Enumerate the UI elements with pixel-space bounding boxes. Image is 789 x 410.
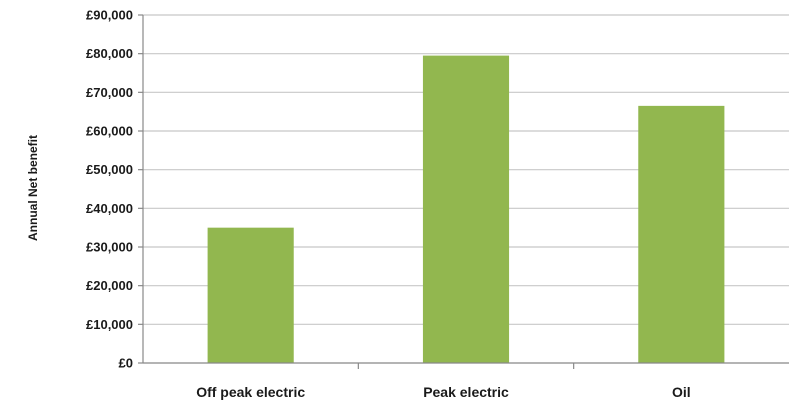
x-tick-label: Off peak electric — [196, 384, 305, 400]
axes — [138, 14, 789, 369]
y-tick-label: £10,000 — [86, 317, 133, 332]
bar — [422, 55, 510, 363]
y-tick-label: £40,000 — [86, 201, 133, 216]
y-tick-label: £70,000 — [86, 85, 133, 100]
y-axis-title: Annual Net benefit — [26, 135, 40, 241]
y-tick-label: £20,000 — [86, 278, 133, 293]
y-tick-labels: £0 £10,000 £20,000 £30,000 £40,000 £50,000 £60… — [86, 8, 133, 371]
x-tick-label: Oil — [672, 384, 691, 400]
y-tick-label: £0 — [119, 356, 133, 371]
bar — [207, 227, 294, 363]
y-tick-label: £90,000 — [86, 8, 133, 23]
bars — [207, 55, 725, 363]
x-tick-labels: Off peak electric Peak electric Oil — [196, 384, 690, 400]
y-tick-label: £50,000 — [86, 162, 133, 177]
y-tick-label: £80,000 — [86, 46, 133, 61]
y-tick-label: £60,000 — [86, 124, 133, 139]
y-tick-label: £30,000 — [86, 240, 133, 255]
bar — [638, 105, 725, 363]
x-tick-label: Peak electric — [423, 384, 509, 400]
